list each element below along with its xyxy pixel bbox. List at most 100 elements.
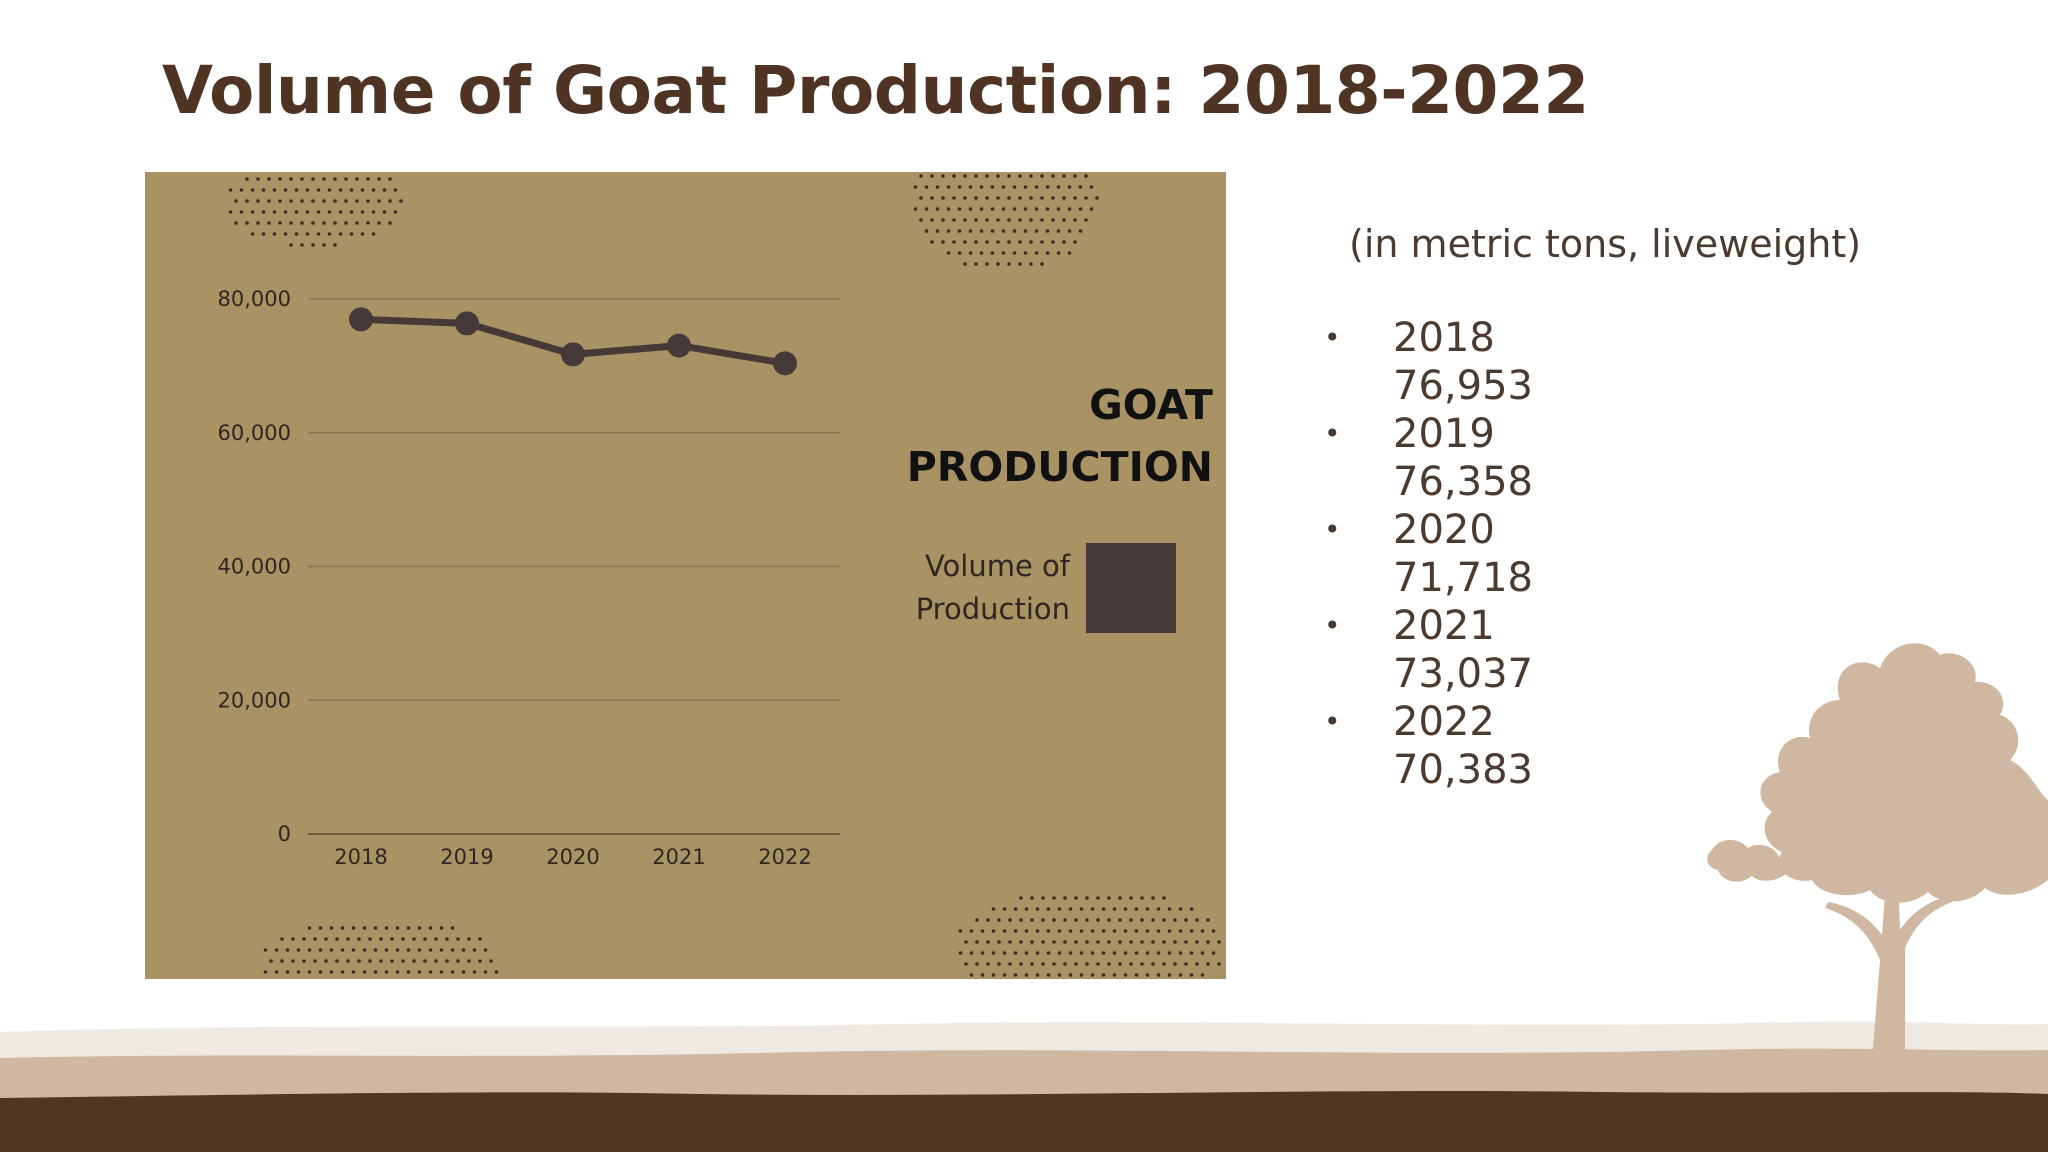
- pattern-dot: [1118, 896, 1122, 900]
- series-volume-of-production: [349, 307, 797, 376]
- y-axis-ticks: 0 20,000 40,000 60,000 80,000: [218, 287, 291, 846]
- chart-legend: Volume of Production: [880, 543, 1176, 633]
- pattern-dot: [1040, 174, 1044, 178]
- pattern-dot: [1046, 907, 1051, 911]
- y-tick-label: 0: [278, 822, 291, 846]
- pattern-dot: [1085, 918, 1089, 922]
- pattern-dot: [327, 188, 332, 192]
- chart-title-line-1: GOAT: [1089, 381, 1213, 429]
- pattern-dot: [1030, 896, 1034, 900]
- chart-panel: 0 20,000 40,000 60,000 80,000 2018 2019 2020 20…: [145, 172, 1226, 979]
- pattern-dot: [250, 210, 255, 214]
- pattern-dot: [461, 948, 466, 952]
- pattern-dot: [1145, 929, 1150, 933]
- pattern-dot: [1056, 229, 1061, 233]
- pattern-dot: [1062, 240, 1066, 244]
- pattern-dot: [395, 948, 400, 952]
- pattern-dot: [412, 937, 416, 941]
- pattern-dot: [1045, 185, 1050, 189]
- pattern-dot: [1112, 951, 1117, 955]
- pattern-dot: [384, 948, 389, 952]
- pattern-dot: [952, 174, 956, 178]
- pattern-dot: [1107, 962, 1111, 966]
- pattern-dot: [1217, 940, 1221, 944]
- pattern-dot: [1107, 896, 1111, 900]
- pattern-dot: [1156, 951, 1161, 955]
- pattern-dot: [313, 959, 317, 963]
- pattern-dot: [924, 207, 929, 211]
- pattern-dot: [968, 229, 973, 233]
- pattern-dot: [239, 210, 244, 214]
- pattern-dot: [346, 937, 350, 941]
- pattern-dot: [1090, 951, 1095, 955]
- pattern-dot: [311, 177, 315, 181]
- bullet-icon: •: [1324, 321, 1341, 354]
- pattern-dot: [930, 240, 934, 244]
- pattern-dot: [263, 948, 268, 952]
- pattern-dot: [338, 188, 343, 192]
- pattern-dot: [1200, 973, 1205, 977]
- pattern-dot: [450, 970, 455, 974]
- pattern-dot: [245, 177, 249, 181]
- pattern-dot: [362, 970, 367, 974]
- pattern-dot: [1023, 251, 1028, 255]
- pattern-dot: [283, 188, 288, 192]
- pattern-dot: [1189, 973, 1194, 977]
- pattern-dot: [1040, 196, 1044, 200]
- pattern-dot: [1012, 185, 1017, 189]
- pattern-dot: [1178, 929, 1183, 933]
- pattern-dot: [417, 970, 422, 974]
- pattern-dot: [1090, 973, 1095, 977]
- pattern-dot: [245, 199, 249, 203]
- pattern-dot: [228, 188, 233, 192]
- pattern-dot: [1062, 196, 1066, 200]
- data-point: [561, 342, 585, 367]
- pattern-dot: [338, 232, 343, 236]
- pattern-dot: [327, 232, 332, 236]
- pattern-dot: [1068, 907, 1073, 911]
- pattern-dot: [941, 196, 945, 200]
- pattern-dot: [1118, 940, 1122, 944]
- pattern-dot: [423, 937, 427, 941]
- pattern-dot: [1030, 940, 1034, 944]
- pattern-dot: [390, 937, 394, 941]
- pattern-dot: [283, 210, 288, 214]
- pattern-dot: [1034, 207, 1039, 211]
- pattern-dot: [1057, 907, 1062, 911]
- pattern-dot: [1007, 262, 1011, 266]
- pattern-dot: [456, 959, 460, 963]
- pattern-dot: [366, 221, 370, 225]
- pattern-dot: [1001, 207, 1006, 211]
- pattern-dot: [302, 937, 306, 941]
- pattern-dot: [1162, 940, 1166, 944]
- pattern-dot: [930, 218, 934, 222]
- pattern-dot: [333, 177, 337, 181]
- pattern-dot: [291, 959, 295, 963]
- pattern-dot: [1107, 918, 1111, 922]
- pattern-dot: [1018, 196, 1022, 200]
- list-item-year: 2019: [1393, 411, 1495, 457]
- pattern-dot: [980, 951, 985, 955]
- pattern-dot: [1118, 918, 1122, 922]
- pattern-dot: [379, 959, 383, 963]
- pattern-dot: [1018, 218, 1022, 222]
- pattern-dot: [390, 959, 394, 963]
- pattern-dot: [1195, 940, 1199, 944]
- pattern-dot: [267, 221, 271, 225]
- pattern-dot: [980, 973, 985, 977]
- legend-swatch: [1086, 543, 1176, 633]
- pattern-dot: [300, 243, 304, 247]
- pattern-dot: [1145, 973, 1150, 977]
- pattern-dot: [1101, 929, 1106, 933]
- pattern-dot: [1034, 251, 1039, 255]
- pattern-dot: [329, 970, 334, 974]
- pattern-dot: [1046, 951, 1051, 955]
- x-axis-ticks: 2018 2019 2020 2021 2022: [334, 845, 811, 869]
- pattern-dot: [261, 188, 266, 192]
- pattern-dot: [289, 243, 293, 247]
- pattern-dot: [1206, 962, 1210, 966]
- pattern-dot: [1073, 240, 1077, 244]
- pattern-dot: [340, 948, 345, 952]
- pattern-dot: [1118, 962, 1122, 966]
- pattern-dot: [1012, 229, 1017, 233]
